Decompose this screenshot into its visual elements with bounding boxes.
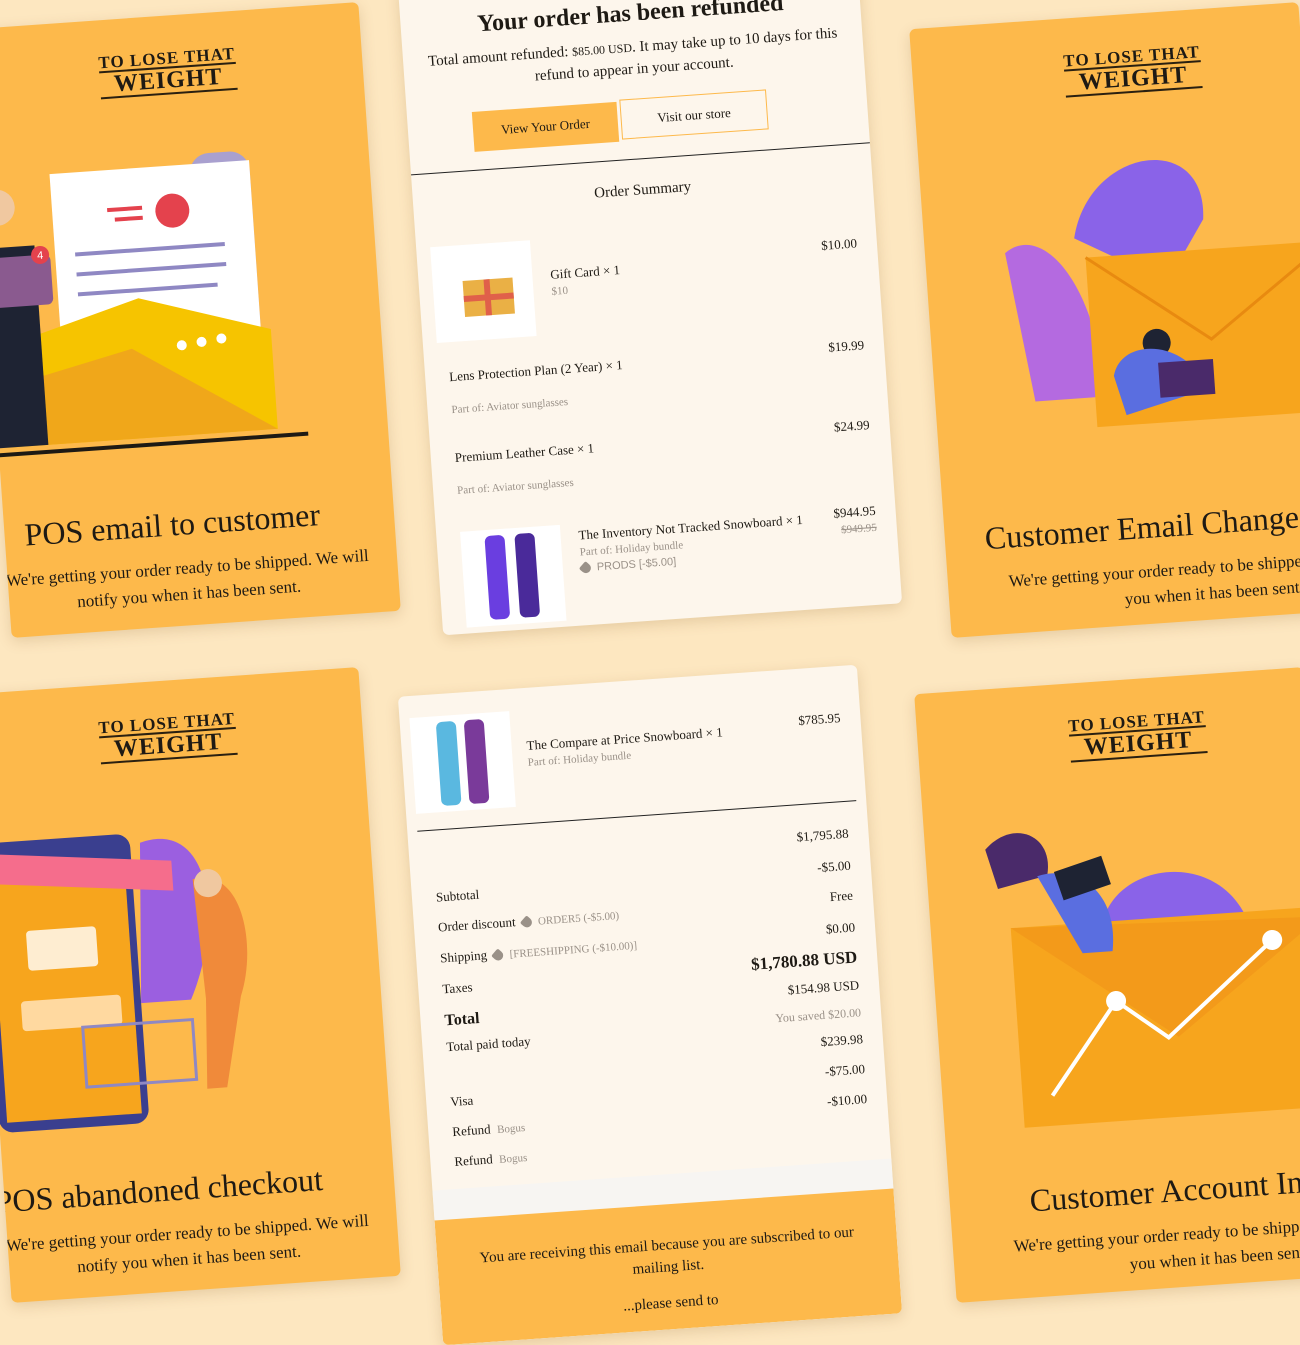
promo-card-email-change: TO LOSE THAT WEIGHT Customer Email Change… — [909, 2, 1300, 638]
taxes-value: $0.00 — [825, 919, 856, 937]
order-summary-title: Order Summary — [593, 178, 692, 202]
item-lens-plan: Lens Protection Plan (2 Year) × 1 Part of… — [448, 357, 624, 417]
view-order-button[interactable]: View Your Order — [471, 101, 620, 152]
brand-logo: TO LOSE THAT WEIGHT — [97, 708, 238, 765]
brand-logo: TO LOSE THAT WEIGHT — [1062, 42, 1203, 98]
visit-store-button[interactable]: Visit our store — [619, 89, 769, 140]
shipping-value: Free — [829, 887, 854, 905]
promo-card-pos-email: TO LOSE THAT WEIGHT 4 POS email to custom… — [0, 2, 401, 638]
total-value: $1,780.88 USD — [750, 947, 858, 974]
refund-value: -$10.00 — [826, 1091, 868, 1109]
card-body: We're getting your order ready to be shi… — [5, 1210, 370, 1277]
card-title: Customer Email Change Conf — [983, 493, 1300, 557]
subtotal-value: $1,795.88 — [796, 825, 850, 845]
tag-icon — [520, 915, 535, 930]
promo-card-abandoned-checkout: TO LOSE THAT WEIGHT POS abandoned checkou… — [0, 667, 401, 1303]
item-compare-snowboard: The Compare at Price Snowboard × 1 Part o… — [526, 724, 724, 769]
brand-logo: TO LOSE THAT WEIGHT — [1067, 707, 1208, 763]
item-price: $944.95 $949.95 — [832, 502, 878, 537]
laptop-illustration — [918, 122, 1300, 478]
gift-card-thumbnail — [430, 240, 537, 343]
brand-logo: TO LOSE THAT WEIGHT — [97, 43, 238, 100]
promo-card-account-invite: TO LOSE THAT WEIGHT Customer Account In W… — [914, 667, 1300, 1303]
item-price: $19.99 — [827, 337, 865, 355]
tag-icon — [578, 561, 593, 576]
tag-icon — [491, 948, 506, 963]
item-leather-case: Premium Leather Case × 1 Part of: Aviator… — [454, 440, 595, 497]
footer-text: You are receiving this email because you… — [479, 1224, 855, 1278]
refund-email-preview: Your order has been refunded Total amoun… — [397, 0, 903, 636]
gift-icon — [462, 277, 515, 317]
discount-value: -$5.00 — [816, 857, 852, 875]
card-body: We're getting your order ready to be shi… — [5, 545, 370, 612]
shop-illustration — [0, 787, 390, 1143]
card-title: Customer Account In — [1028, 1163, 1300, 1219]
item-price: $785.95 — [797, 710, 841, 728]
email-illustration: 4 — [0, 122, 390, 478]
refund-value: -$75.00 — [824, 1061, 866, 1079]
item-price: $10.00 — [820, 235, 858, 253]
chart-envelope-illustration — [923, 787, 1300, 1143]
snowboard-thumbnail — [409, 711, 516, 814]
item-price: $24.99 — [833, 417, 871, 435]
snowboard-thumbnail — [460, 524, 567, 628]
visa-value: $239.98 — [820, 1031, 864, 1050]
order-summary-email-preview: The Compare at Price Snowboard × 1 Part o… — [397, 664, 903, 1345]
item-gift-card: Gift Card × 1 $10 — [549, 262, 621, 298]
svg-text:4: 4 — [37, 250, 44, 262]
